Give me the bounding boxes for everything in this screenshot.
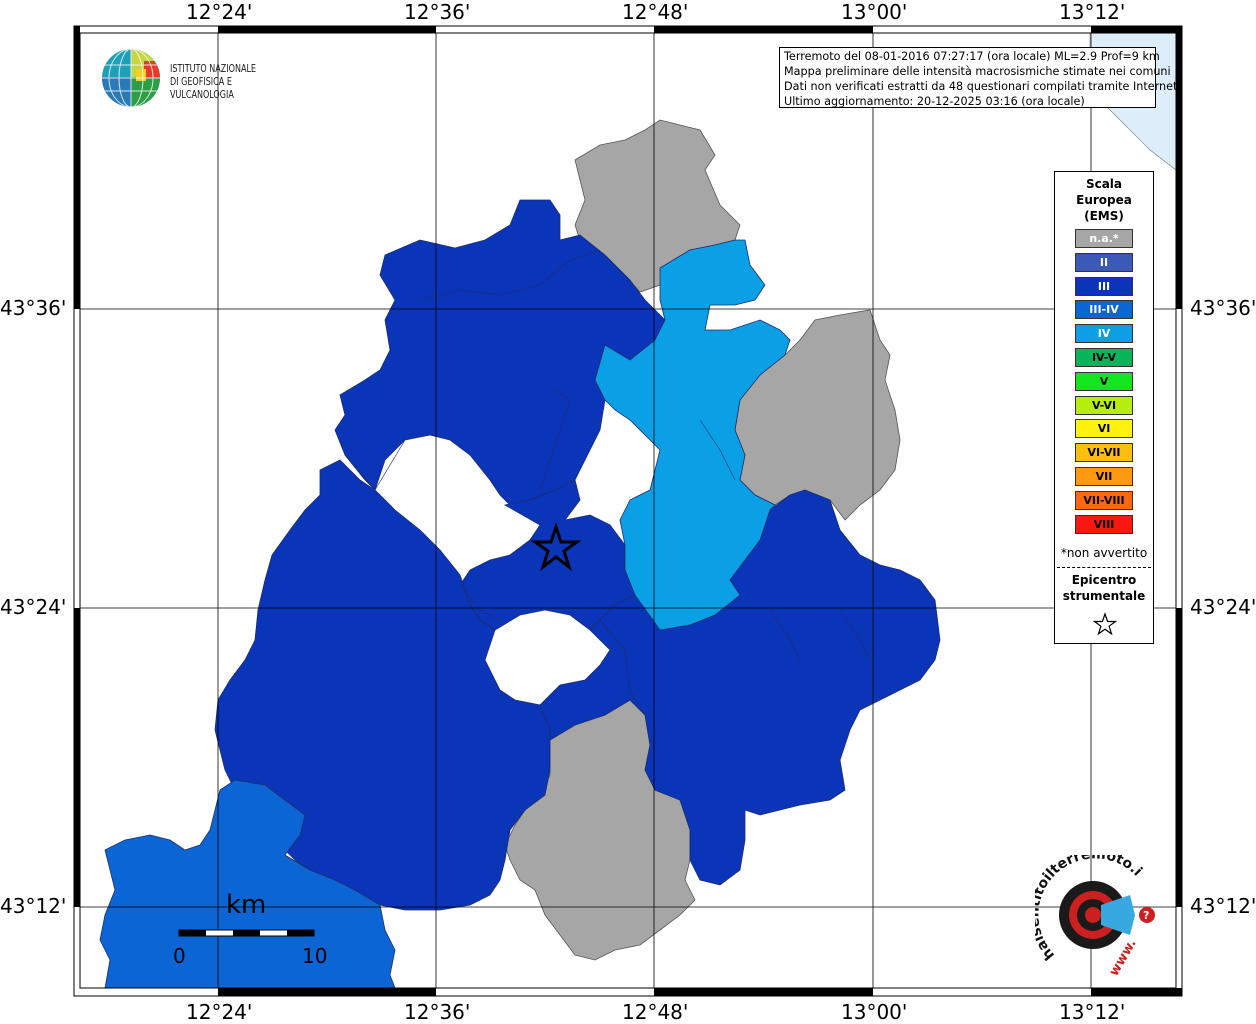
star-icon (1093, 612, 1117, 636)
bottom-lon-label: 12°48' (622, 1000, 689, 1024)
map-frame (73, 25, 1183, 997)
legend-title: Scala Europea (EMS) (1055, 176, 1153, 224)
legend-title-line: Scala (1085, 177, 1123, 191)
legend-item: VI (1075, 419, 1133, 439)
legend-item: n.a.* (1075, 229, 1133, 248)
left-lat-label: 43°12' (0, 894, 67, 918)
event-info-line: Mappa preliminare delle intensità macros… (784, 65, 1171, 78)
svg-text:?: ? (1143, 909, 1149, 922)
top-lon-label: 13°00' (841, 0, 908, 24)
bottom-lon-label: 12°24' (186, 1000, 253, 1024)
epicenter-star-icon (530, 522, 582, 572)
top-lon-label: 12°36' (404, 0, 471, 24)
event-info-box: Terremoto del 08-01-2016 07:27:17 (ora l… (779, 47, 1181, 108)
legend-note: *non avvertito (1060, 546, 1148, 560)
event-info-line: Dati non verificati estratti da 48 quest… (784, 80, 1181, 93)
top-lon-label: 13°12' (1059, 0, 1126, 24)
scale-end-label: 10 (302, 944, 328, 968)
legend-item: III (1075, 276, 1133, 296)
legend-epicenter-line: Epicentro (1071, 573, 1137, 587)
legend-item: VII-VIII (1075, 490, 1133, 510)
top-lon-label: 12°48' (622, 0, 689, 24)
ingv-name-line2: DI GEOFISICA E VULCANOLOGIA (170, 76, 234, 101)
legend-item: VII (1075, 467, 1133, 486)
legend-item: IV (1075, 324, 1133, 344)
bottom-lon-label: 13°00' (841, 1000, 908, 1024)
legend-item: VIII (1075, 514, 1133, 534)
left-lat-label: 43°36' (0, 296, 67, 320)
legend-separator (1057, 567, 1151, 568)
scale-unit-label: km (226, 890, 267, 920)
ingv-logo: ISTITUTO NAZIONALE DI GEOFISICA E VULCAN… (100, 47, 320, 111)
scale-start-label: 0 (173, 944, 186, 968)
right-lat-label: 43°36' (1190, 296, 1256, 320)
legend-epicenter-label: Epicentro strumentale (1055, 572, 1153, 604)
legend-item: II (1075, 252, 1133, 272)
scale-bar (178, 929, 315, 937)
right-lat-label: 43°12' (1190, 894, 1256, 918)
top-lon-label: 12°24' (186, 0, 253, 24)
legend-item: V-VI (1075, 395, 1133, 415)
ems-legend: Scala Europea (EMS) n.a.* II III III-IV IV IV… (1054, 171, 1154, 644)
haisentito-logo-icon: ? haisentitoilterremoto.it www. (1026, 843, 1155, 979)
legend-item: IV-V (1075, 348, 1133, 367)
haisentito-logo: ? haisentitoilterremoto.it www. (1026, 843, 1165, 985)
legend-item: VI-VII (1075, 443, 1133, 463)
legend-epicenter-line: strumentale (1062, 589, 1146, 603)
legend-title-line: Europea (1076, 193, 1132, 207)
bottom-lon-label: 12°36' (404, 1000, 471, 1024)
right-lat-label: 43°24' (1190, 595, 1256, 619)
event-info-line: Ultimo aggiornamento: 20-12-2025 03:16 (… (784, 95, 1085, 108)
bottom-lon-label: 13°12' (1059, 1000, 1126, 1024)
left-lat-label: 43°24' (0, 595, 67, 619)
legend-item: V (1075, 371, 1133, 391)
event-info-line: Terremoto del 08-01-2016 07:27:17 (ora l… (784, 50, 1160, 63)
legend-item: III-IV (1075, 300, 1133, 320)
legend-title-line: (EMS) (1084, 209, 1124, 223)
region-iii-west (214, 459, 551, 911)
globe-icon (102, 48, 160, 108)
region-iii-iv (99, 779, 396, 989)
region-iv (594, 239, 791, 631)
ingv-name-line1: ISTITUTO NAZIONALE (170, 63, 257, 75)
